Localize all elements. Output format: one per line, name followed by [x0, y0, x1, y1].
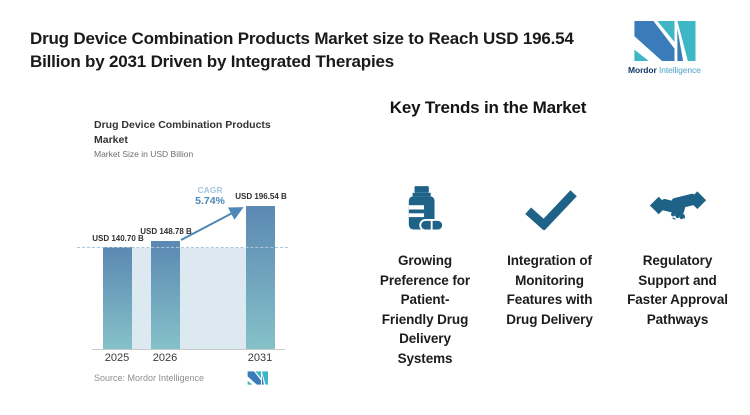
trends-heading: Key Trends in the Market — [389, 98, 587, 117]
bar-chart: USD 140.70 B USD 148.78 B USD 196.54 B C… — [75, 180, 320, 364]
trend-label: Growing Preference for Patient- Friendly… — [379, 253, 471, 366]
trend-item-patient-friendly: Growing Preference for Patient- Friendly… — [360, 183, 490, 368]
x-tick-2031: 2031 — [247, 352, 273, 364]
cagr-label: CAGR — [197, 185, 223, 195]
chart-header: Drug Device Combination Products Market … — [94, 118, 294, 159]
brand-logo: Mordor Intelligence — [628, 20, 701, 75]
x-tick-2025: 2025 — [104, 352, 130, 364]
pill-bottle-icon — [360, 183, 490, 235]
x-axis-line — [92, 349, 285, 350]
x-tick-2026: 2026 — [152, 352, 178, 364]
cagr-annotation: CAGR 5.74% — [170, 185, 250, 207]
trend-item-regulatory: Regulatory Support and Faster Approval P… — [614, 183, 741, 329]
checkmark-icon — [486, 183, 613, 235]
mordor-intelligence-logo-icon — [632, 20, 696, 62]
bar-value-2025: USD 140.70 B — [92, 234, 144, 243]
cagr-arrow-icon — [180, 207, 244, 241]
handshake-icon — [614, 183, 741, 235]
cagr-value: 5.74% — [195, 195, 225, 207]
chart-subtitle: Market Size in USD Billion — [94, 149, 194, 159]
chart-title: Drug Device Combination Products Market — [94, 119, 271, 146]
page-title: Drug Device Combination Products Market … — [30, 29, 574, 71]
trend-label: Regulatory Support and Faster Approval P… — [627, 253, 728, 327]
trend-label: Integration of Monitoring Features with … — [506, 253, 593, 327]
trend-item-monitoring: Integration of Monitoring Features with … — [486, 183, 613, 329]
bar-value-2031: USD 196.54 B — [235, 192, 287, 201]
source-note: Source: Mordor Intelligence — [94, 373, 205, 383]
bar-value-2026: USD 148.78 B — [140, 227, 192, 236]
bar-2026 — [151, 241, 180, 349]
brand-name-light: Intelligence — [658, 65, 701, 75]
bar-2031 — [246, 206, 275, 349]
brand-name-bold: Mordor — [628, 65, 657, 75]
reference-dashed-line — [77, 247, 288, 248]
brand-name: Mordor Intelligence — [628, 65, 701, 75]
bar-2025 — [103, 247, 132, 349]
mordor-intelligence-logo-small-icon — [247, 371, 268, 385]
